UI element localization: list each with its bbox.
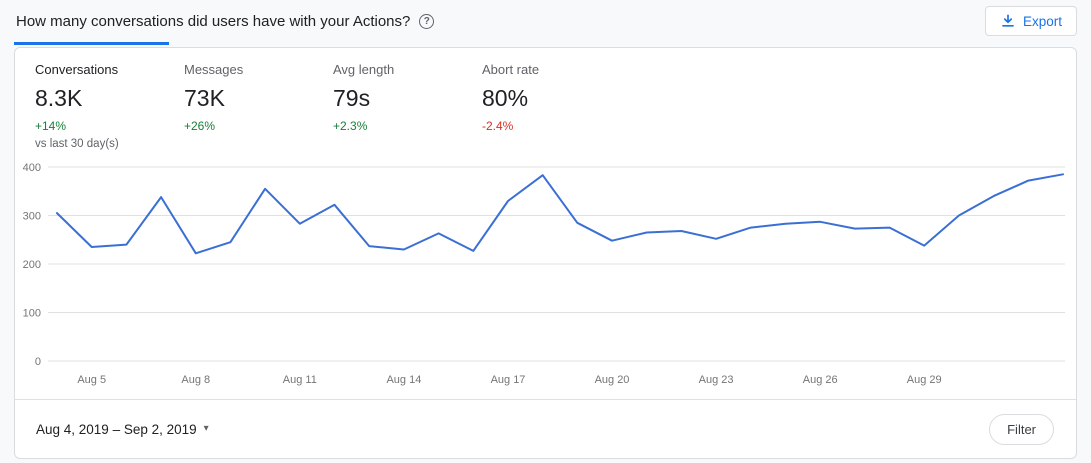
conversations-card: Conversations 8.3K +14% vs last 30 day(s… xyxy=(14,47,1077,459)
svg-text:Aug 20: Aug 20 xyxy=(595,374,630,386)
export-button[interactable]: Export xyxy=(984,6,1077,36)
svg-text:400: 400 xyxy=(23,162,41,174)
metric-delta: +2.3% xyxy=(333,119,368,133)
metric-label: Abort rate xyxy=(482,62,540,77)
metric-delta: -2.4% xyxy=(482,119,514,133)
svg-text:200: 200 xyxy=(23,259,41,271)
metric-delta: +26% xyxy=(184,119,216,133)
svg-text:Aug 14: Aug 14 xyxy=(386,374,421,386)
metric-tab-abort-rate[interactable]: Abort rate 80% -2.4% xyxy=(482,62,631,151)
help-icon[interactable]: ? xyxy=(419,13,435,29)
date-range-label: Aug 4, 2019 – Sep 2, 2019 xyxy=(36,421,197,437)
svg-text:300: 300 xyxy=(23,211,41,223)
conversations-line-chart: 0 100 200 300 400 Aug 5 Aug 8 Aug 11 Aug 14 Aug 1… xyxy=(15,153,1076,399)
page-title: How many conversations did users have wi… xyxy=(16,12,411,30)
metric-label: Messages xyxy=(184,62,244,77)
download-icon xyxy=(1002,14,1014,27)
svg-text:Aug 11: Aug 11 xyxy=(283,374,317,386)
svg-text:Aug 26: Aug 26 xyxy=(803,374,838,386)
metric-tab-avg-length[interactable]: Avg length 79s +2.3% xyxy=(333,62,482,151)
card-footer: Aug 4, 2019 – Sep 2, 2019 ▾ Filter xyxy=(15,399,1076,458)
metric-value: 73K xyxy=(184,85,225,111)
metric-label: Conversations xyxy=(35,62,119,77)
svg-text:Aug 5: Aug 5 xyxy=(77,374,106,386)
svg-text:Aug 8: Aug 8 xyxy=(181,374,210,386)
metric-value: 79s xyxy=(333,85,371,111)
title-wrap: How many conversations did users have wi… xyxy=(16,12,435,30)
svg-text:0: 0 xyxy=(35,356,41,368)
export-button-label: Export xyxy=(1022,13,1062,29)
metric-tab-conversations[interactable]: Conversations 8.3K +14% vs last 30 day(s… xyxy=(35,62,184,151)
metric-value: 8.3K xyxy=(35,85,83,111)
comparison-note: vs last 30 day(s) xyxy=(35,138,119,150)
svg-text:Aug 29: Aug 29 xyxy=(907,374,942,386)
chevron-down-icon: ▾ xyxy=(203,423,209,434)
metric-value: 80% xyxy=(482,85,529,111)
svg-text:Aug 17: Aug 17 xyxy=(491,374,526,386)
line-chart-canvas: 0 100 200 300 400 Aug 5 Aug 8 Aug 11 Aug 14 Aug 1… xyxy=(23,162,1065,386)
metric-delta: +14% xyxy=(35,119,67,133)
metric-tab-messages[interactable]: Messages 73K +26% xyxy=(184,62,333,151)
svg-text:100: 100 xyxy=(23,308,41,320)
page-header: How many conversations did users have wi… xyxy=(0,0,1091,42)
metric-tabs: Conversations 8.3K +14% vs last 30 day(s… xyxy=(15,48,1076,153)
metric-label: Avg length xyxy=(333,62,395,77)
filter-button[interactable]: Filter xyxy=(989,413,1054,445)
active-tab-indicator xyxy=(14,42,169,45)
svg-text:Aug 23: Aug 23 xyxy=(699,374,734,386)
date-range-selector[interactable]: Aug 4, 2019 – Sep 2, 2019 ▾ xyxy=(36,422,209,437)
